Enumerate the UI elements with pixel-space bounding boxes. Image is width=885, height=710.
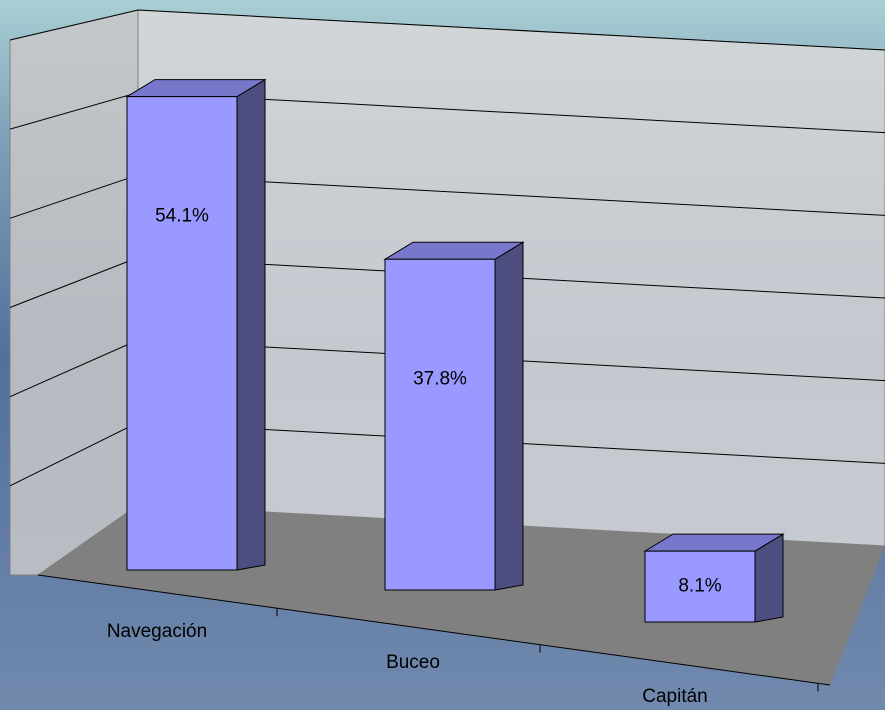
bar — [384, 258, 496, 591]
x-tick-label: Capitán — [642, 686, 708, 707]
bar-side — [494, 241, 524, 591]
bar — [644, 550, 756, 623]
side-wall — [9, 9, 139, 576]
data-label: 54.1% — [155, 206, 209, 227]
data-label: 8.1% — [678, 576, 721, 597]
x-tick-label: Buceo — [386, 652, 440, 673]
bar-side — [236, 78, 266, 571]
data-label: 37.8% — [413, 368, 467, 389]
x-axis — [37, 574, 831, 686]
x-tick-label: Navegación — [107, 621, 207, 642]
bar — [126, 96, 238, 571]
grid-line — [9, 9, 885, 51]
